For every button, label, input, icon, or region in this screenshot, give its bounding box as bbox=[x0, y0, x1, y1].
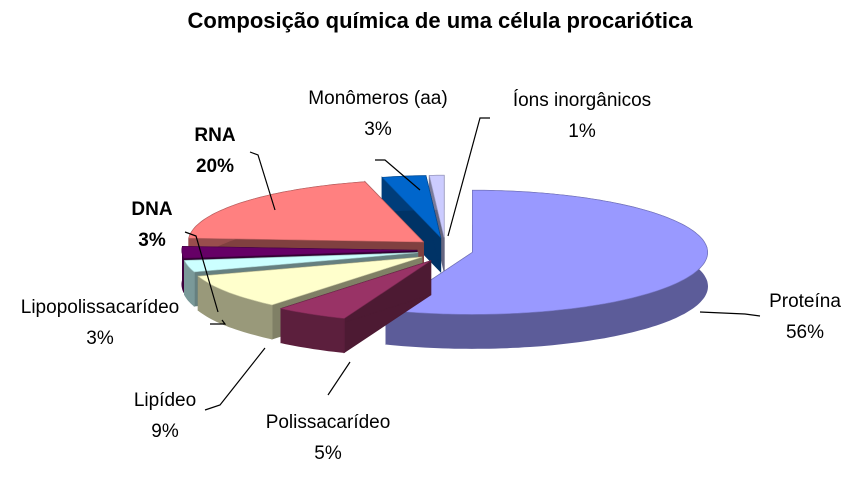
slice bbox=[385, 189, 709, 349]
slice-label: Lipopolissacarídeo bbox=[21, 297, 179, 318]
slice bbox=[381, 175, 442, 273]
slice-value-label: 56% bbox=[786, 322, 824, 343]
slice-top bbox=[181, 246, 418, 259]
slice-value-label: 3% bbox=[86, 328, 114, 349]
leader-line bbox=[210, 319, 227, 325]
slice-value-label: 3% bbox=[138, 230, 166, 251]
slice-label: Íons inorgânicos bbox=[513, 90, 651, 111]
slice-top bbox=[385, 190, 708, 315]
leader-line bbox=[327, 361, 351, 396]
leader-line bbox=[204, 347, 266, 411]
slice-label: RNA bbox=[194, 125, 235, 146]
slice-value-label: 20% bbox=[196, 156, 234, 177]
slice-label: Proteína bbox=[769, 291, 841, 312]
leader-line bbox=[447, 117, 490, 237]
chart-title: Composição química de uma célula procari… bbox=[188, 8, 694, 33]
slice-value-label: 5% bbox=[314, 443, 342, 464]
slice-top bbox=[279, 260, 431, 319]
slice-label: Monômeros (aa) bbox=[308, 88, 447, 109]
slice-value-label: 1% bbox=[568, 121, 596, 142]
slice-label: Lipídeo bbox=[134, 390, 196, 411]
slice-value-label: 9% bbox=[151, 421, 179, 442]
leader-line bbox=[249, 151, 276, 211]
slice-value-label: 3% bbox=[364, 119, 392, 140]
slice-top bbox=[184, 252, 418, 273]
slice-top bbox=[429, 175, 445, 238]
leader-line bbox=[375, 159, 421, 191]
slice bbox=[279, 259, 432, 354]
leader-line bbox=[699, 311, 761, 317]
slice-top bbox=[197, 256, 422, 306]
slice-top bbox=[188, 181, 425, 243]
slice-label: Polissacarídeo bbox=[266, 412, 391, 433]
slice-label: DNA bbox=[131, 199, 172, 220]
leader-line bbox=[184, 231, 219, 313]
